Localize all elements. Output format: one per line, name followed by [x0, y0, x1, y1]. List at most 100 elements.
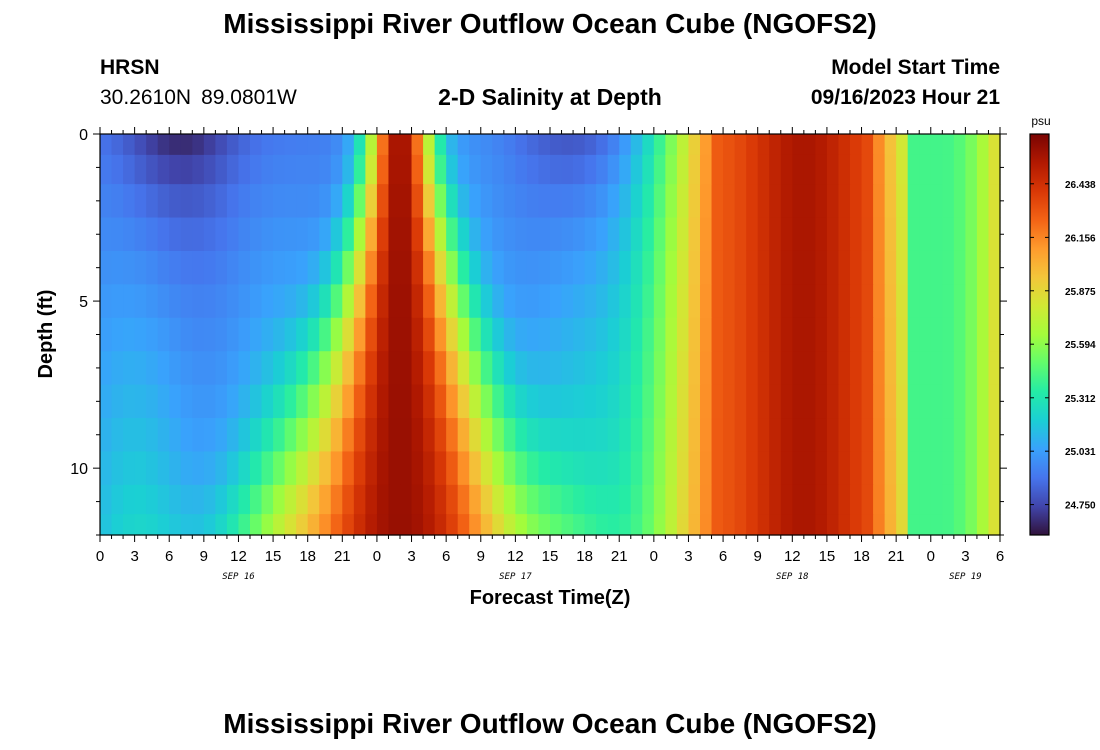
heatmap-cell: [723, 484, 736, 515]
heatmap-cell: [423, 134, 436, 156]
heatmap-cell: [815, 317, 828, 352]
heatmap-cell: [146, 317, 159, 352]
heatmap-cell: [861, 154, 874, 185]
heatmap-cell: [988, 451, 1001, 486]
heatmap-cell: [307, 317, 320, 352]
heatmap-cell: [215, 351, 228, 386]
heatmap-cell: [676, 284, 690, 319]
heatmap-cell: [838, 451, 851, 486]
heatmap-cell: [365, 317, 378, 352]
heatmap-cell: [723, 451, 736, 486]
heatmap-cell: [573, 184, 586, 219]
heatmap-cell: [388, 484, 401, 515]
heatmap-cell: [526, 154, 540, 185]
heatmap-cell: [123, 351, 136, 386]
heatmap-cell: [965, 514, 978, 536]
heatmap-cell: [503, 514, 516, 536]
heatmap-cell: [146, 351, 159, 386]
heatmap-cell: [757, 451, 770, 486]
heatmap-cell: [976, 384, 990, 419]
heatmap-cell: [376, 384, 390, 419]
colorbar-tick-label: 26.438: [1065, 180, 1096, 191]
heatmap-cell: [838, 184, 851, 219]
heatmap-cell: [803, 451, 816, 486]
heatmap-cell: [792, 484, 805, 515]
heatmap-cell: [700, 351, 713, 386]
heatmap-cell: [215, 384, 228, 419]
heatmap-cell: [330, 217, 343, 252]
heatmap-cell: [873, 514, 886, 536]
heatmap-cell: [815, 250, 828, 285]
heatmap-cell: [942, 514, 955, 536]
colorbar-tick-label: 24.750: [1065, 501, 1096, 512]
heatmap-cell: [434, 418, 447, 453]
x-tick-label: 9: [200, 548, 208, 565]
heatmap-cell: [711, 134, 724, 156]
heatmap-cell: [411, 514, 424, 536]
heatmap-cell: [319, 451, 332, 486]
heatmap-cell: [123, 250, 136, 285]
heatmap-cell: [861, 250, 874, 285]
heatmap-cell: [942, 317, 955, 352]
heatmap-cell: [630, 514, 643, 536]
heatmap-cell: [273, 451, 286, 486]
heatmap-cell: [480, 451, 493, 486]
heatmap-cell: [411, 250, 424, 285]
heatmap-cell: [307, 484, 320, 515]
heatmap-cell: [284, 351, 297, 386]
heatmap-cell: [930, 134, 943, 156]
heatmap-cell: [930, 484, 943, 515]
heatmap-cell: [376, 184, 390, 219]
heatmap-cell: [157, 284, 170, 319]
colorbar-unit: psu: [1031, 114, 1050, 128]
heatmap-cell: [700, 284, 713, 319]
heatmap-cell: [515, 134, 528, 156]
heatmap-cell: [342, 351, 355, 386]
heatmap-cell: [146, 154, 159, 185]
heatmap-cell: [134, 451, 147, 486]
heatmap-cell: [203, 451, 216, 486]
heatmap-cell: [942, 250, 955, 285]
heatmap-cell: [307, 184, 320, 219]
heatmap-cell: [215, 134, 228, 156]
heatmap-cell: [884, 217, 897, 252]
heatmap-cell: [642, 484, 655, 515]
heatmap-cell: [734, 351, 747, 386]
heatmap-cell: [457, 284, 470, 319]
heatmap-cell: [376, 484, 390, 515]
heatmap-cell: [838, 154, 851, 185]
heatmap-cell: [376, 514, 390, 536]
heatmap-cell: [723, 154, 736, 185]
heatmap-cell: [630, 134, 643, 156]
heatmap-cell: [538, 484, 551, 515]
heatmap-cell: [596, 250, 609, 285]
heatmap-cell: [342, 250, 355, 285]
heatmap-cell: [607, 217, 620, 252]
heatmap-cell: [803, 154, 816, 185]
heatmap-cell: [803, 384, 816, 419]
heatmap-cell: [619, 284, 632, 319]
heatmap-cell: [688, 418, 701, 453]
heatmap-cell: [226, 184, 240, 219]
heatmap-cell: [561, 317, 574, 352]
heatmap-cell: [353, 484, 366, 515]
heatmap-cell: [953, 418, 966, 453]
heatmap-cell: [515, 317, 528, 352]
heatmap-cell: [226, 418, 240, 453]
heatmap-cell: [734, 217, 747, 252]
heatmap-cell: [238, 154, 251, 185]
heatmap-cell: [169, 284, 182, 319]
heatmap-cell: [792, 217, 805, 252]
x-tick-label: 0: [927, 548, 935, 565]
heatmap-cell: [423, 418, 436, 453]
heatmap-cell: [653, 317, 666, 352]
heatmap-cell: [157, 451, 170, 486]
heatmap-cell: [423, 317, 436, 352]
heatmap-cell: [803, 134, 816, 156]
heatmap-cell: [815, 384, 828, 419]
heatmap-cell: [146, 184, 159, 219]
heatmap-cell: [573, 351, 586, 386]
heatmap-cell: [815, 284, 828, 319]
heatmap-cell: [538, 317, 551, 352]
heatmap-cell: [388, 514, 401, 536]
